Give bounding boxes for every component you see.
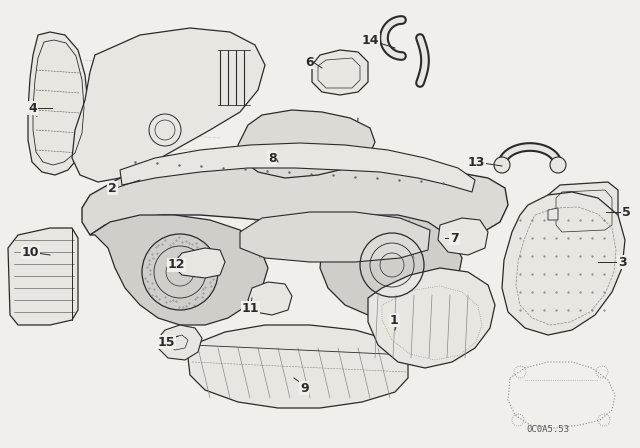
Text: 7: 7 [450, 232, 459, 245]
Polygon shape [438, 218, 488, 255]
Polygon shape [28, 32, 88, 175]
Polygon shape [82, 158, 508, 245]
Polygon shape [368, 268, 495, 368]
Polygon shape [240, 212, 430, 262]
Polygon shape [238, 110, 375, 178]
Text: 0C0A5.53: 0C0A5.53 [527, 425, 570, 434]
Polygon shape [248, 282, 292, 315]
Text: 1: 1 [390, 314, 399, 327]
Text: 10: 10 [22, 246, 40, 258]
Text: 15: 15 [158, 336, 175, 349]
Text: 14: 14 [362, 34, 380, 47]
Text: 4: 4 [28, 102, 36, 115]
Polygon shape [158, 325, 202, 360]
Text: 13: 13 [468, 155, 485, 168]
Circle shape [550, 157, 566, 173]
Text: 11: 11 [242, 302, 259, 314]
Polygon shape [72, 28, 265, 182]
Text: 12: 12 [168, 258, 186, 271]
Text: 6: 6 [305, 56, 314, 69]
Text: 8: 8 [268, 151, 276, 164]
Polygon shape [172, 248, 225, 278]
Polygon shape [90, 215, 268, 325]
Polygon shape [188, 325, 408, 408]
Polygon shape [548, 208, 558, 220]
Polygon shape [120, 143, 475, 192]
Polygon shape [312, 50, 368, 95]
Polygon shape [8, 228, 78, 325]
Text: ·: · [35, 112, 38, 122]
Polygon shape [320, 215, 462, 315]
Circle shape [494, 157, 510, 173]
Text: 9: 9 [300, 382, 308, 395]
Text: 3: 3 [618, 255, 627, 268]
Polygon shape [548, 182, 618, 238]
Text: 5: 5 [622, 206, 631, 219]
Text: 2: 2 [108, 181, 116, 194]
Polygon shape [502, 192, 625, 335]
